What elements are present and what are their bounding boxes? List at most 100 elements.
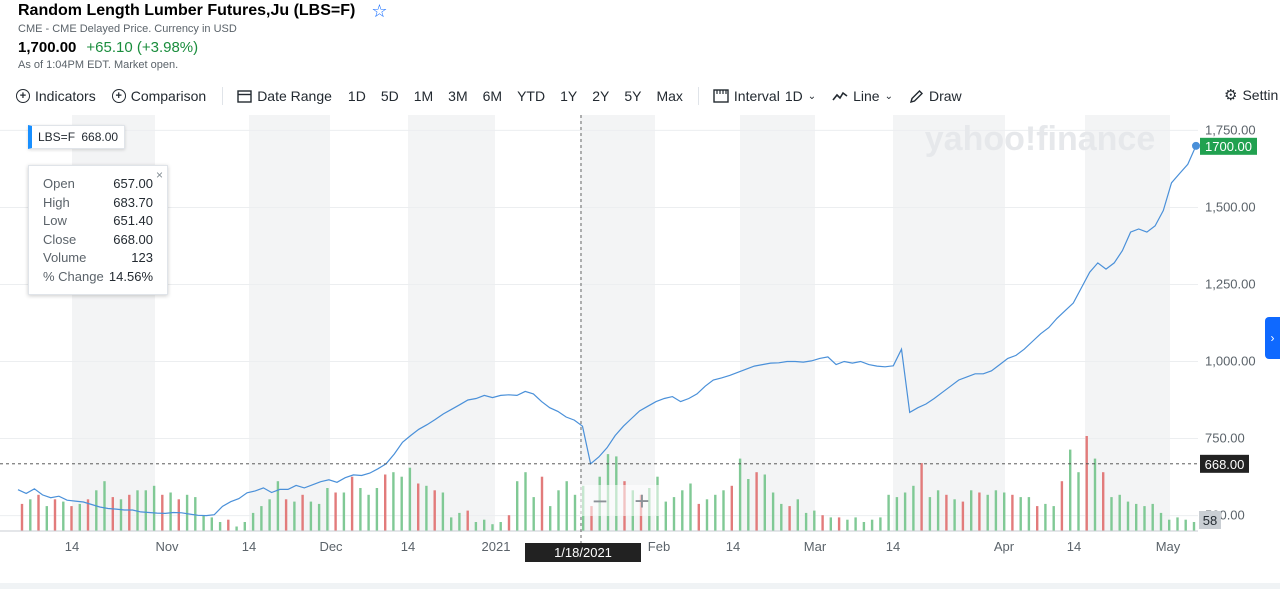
volume-bar [350,476,354,531]
chevron-down-icon: ⌄ [807,90,817,102]
volume-bar [829,517,832,531]
pencil-icon [909,89,923,103]
volume-bar [499,522,502,531]
indicators-button[interactable]: + Indicators [16,88,96,104]
volume-bar [697,503,700,531]
comparison-button[interactable]: + Comparison [111,88,207,104]
range-2y[interactable]: 2Y [592,88,610,104]
range-ytd[interactable]: YTD [517,88,546,104]
range-1d[interactable]: 1D [347,88,366,104]
y-tick-label: 1,500.00 [1205,199,1256,214]
interval-button[interactable]: Interval 1D ⌄ [713,88,816,104]
volume-bar [895,497,899,531]
last-volume-label: 58 [1199,511,1221,529]
zoom-controls: − + [580,485,662,516]
x-tick-label: 14 [1067,539,1081,554]
volume-bar [936,490,940,531]
zoom-in-button[interactable]: + [634,486,649,516]
volume-bar [1036,506,1039,531]
volume-bar [672,497,676,531]
tooltip-row: Low 651.40 [43,212,153,231]
volume-bar [788,506,791,531]
range-3m[interactable]: 3M [448,88,468,104]
month-band [408,115,495,531]
volume-bar [194,497,197,531]
volume-bar [681,490,684,531]
volume-bar [317,503,321,531]
range-5y[interactable]: 5Y [624,88,642,104]
settings-button[interactable]: ⚙ Settin [1224,86,1278,104]
price-line [17,145,1197,517]
volume-bar [945,494,948,531]
last-volume-bg [1199,511,1221,529]
volume-bar [483,519,486,531]
volume-bar [1135,503,1138,531]
range-max[interactable]: Max [656,88,683,104]
volume-bar [301,494,304,531]
volume-bar [722,490,725,531]
crosshair-price-label: 668.00 [1200,454,1249,473]
volume-bar [854,517,857,531]
volume-bar [70,506,73,531]
volume-bar [846,519,849,531]
close-icon[interactable]: × [155,168,163,182]
x-tick-label: Dec [319,539,343,554]
volume-bar [912,485,915,531]
range-1m[interactable]: 1M [413,88,434,104]
chart-type-button[interactable]: Line ⌄ [832,88,893,104]
month-band [893,115,1005,531]
volume-bar [53,499,57,531]
draw-button[interactable]: Draw [909,88,962,104]
month-band [249,115,330,531]
zoom-out-button[interactable]: − [592,486,607,516]
volume-bar [276,481,280,531]
quote-title-row: Random Length Lumber Futures,Ju (LBS=F) … [18,2,387,20]
crosshair-date-bg [525,543,641,562]
volume-bar [210,517,213,531]
tooltip-row: Close 668.00 [43,231,153,250]
horizontal-gridlines [0,129,1198,517]
star-icon[interactable]: ☆ [371,1,388,21]
comparison-label: Comparison [130,88,207,104]
range-6m[interactable]: 6M [482,88,503,104]
range-5d[interactable]: 5D [380,88,399,104]
plus-circle-icon: + [16,89,30,103]
volume-bar [37,494,40,531]
quote-source: CME - CME Delayed Price. Currency in USD [18,23,237,35]
quote-header: Random Length Lumber Futures,Ju (LBS=F) … [18,2,387,71]
volume-bar [821,515,824,531]
range-1y[interactable]: 1Y [560,88,578,104]
month-bands [72,115,1170,531]
volume-bar [243,522,246,531]
volume-bar [103,481,106,531]
volume-bar [986,494,989,531]
volume-bar [1085,436,1088,531]
expand-panel-button[interactable]: › [1265,317,1280,359]
volume-bar [1192,522,1196,531]
volume-bar [540,476,544,531]
volume-bar [202,515,205,531]
volume-bar [128,494,131,531]
tooltip-label: Open [43,176,75,191]
volume-bar [978,492,981,531]
month-band [1085,115,1170,531]
volume-bar [1069,449,1072,531]
volume-bar [441,492,445,531]
volume-bar [1176,517,1179,531]
tooltip-value: 651.40 [113,213,153,228]
volume-bar [227,519,230,531]
volume-bar [804,512,808,531]
volume-bar [557,490,560,531]
volume-bar [144,490,147,531]
x-axis-ticks: 14 Nov 14 Dec 14 2021 Feb 14 Mar 14 Apr 14 May [65,539,1181,554]
tooltip-label: High [43,194,70,210]
date-range-button[interactable]: Date Range [237,88,332,104]
yahoo-finance-watermark: yahoo!finance [925,120,1155,158]
volume-bar [590,506,593,531]
volume-bar [714,494,717,531]
volume-bar [524,472,527,531]
last-price-dot [1192,141,1200,150]
volume-bar [796,499,799,531]
volume-bar [689,483,692,531]
